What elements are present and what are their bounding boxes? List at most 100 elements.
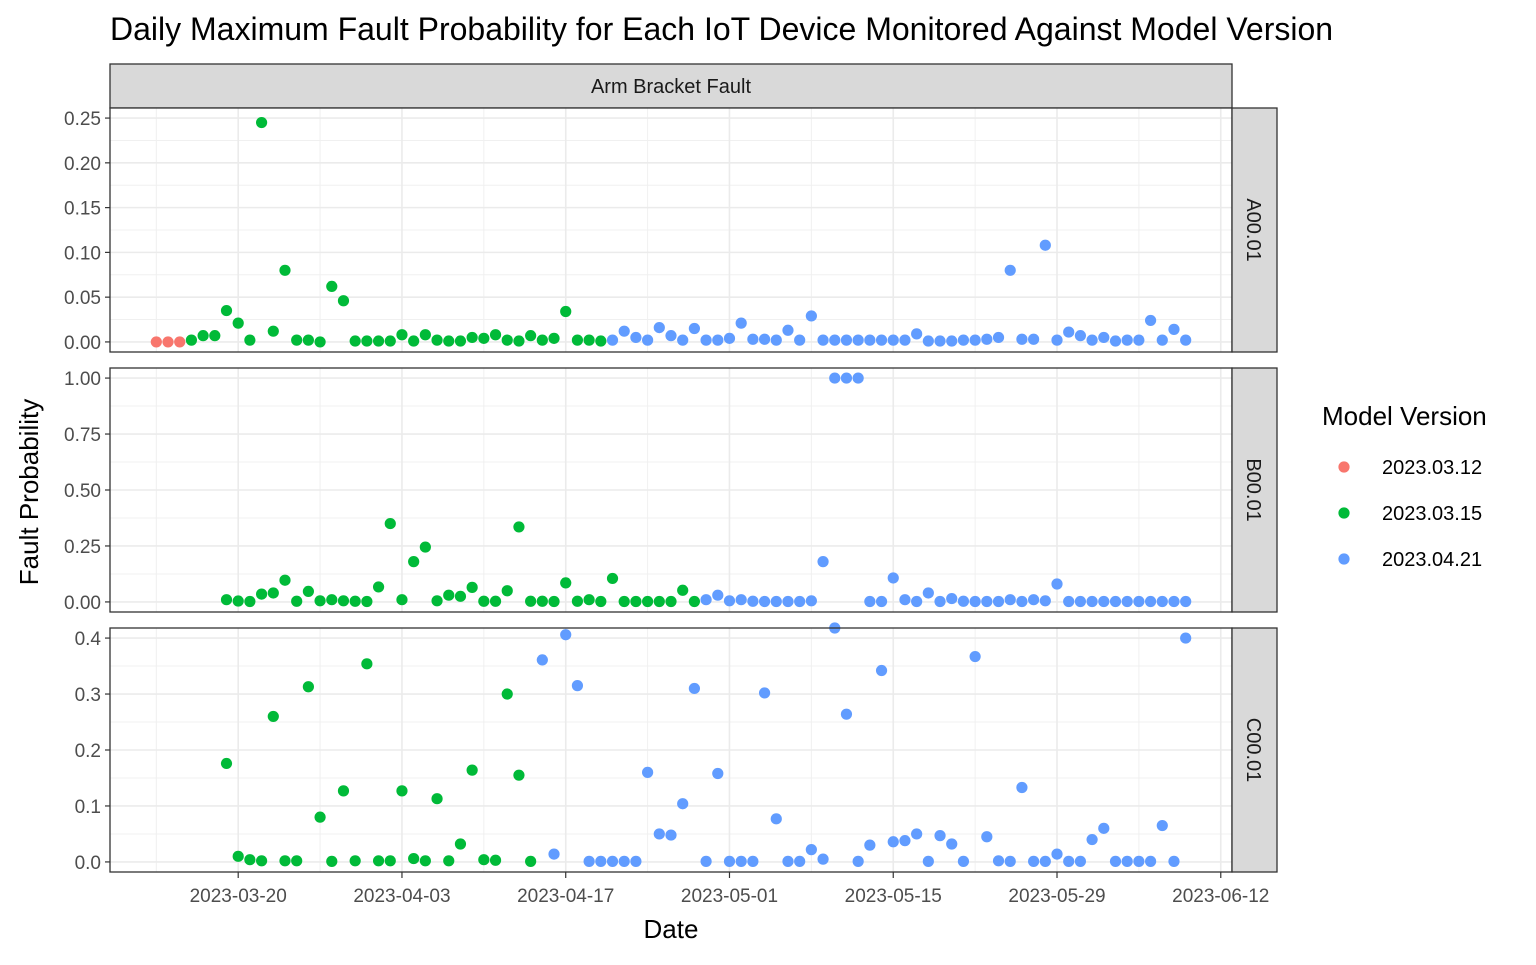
- data-point: [408, 852, 420, 865]
- data-point: [1086, 833, 1098, 846]
- data-point: [899, 835, 911, 847]
- data-point: [419, 855, 431, 867]
- data-point: [291, 595, 303, 607]
- data-point: [653, 322, 665, 334]
- data-point: [606, 572, 619, 585]
- data-point: [794, 595, 806, 608]
- data-point: [653, 595, 665, 608]
- column-strip: [109, 63, 1233, 109]
- data-point: [267, 587, 279, 599]
- data-point: [770, 334, 782, 346]
- row-strip-label: A00.01: [1242, 198, 1264, 261]
- data-point: [255, 116, 268, 129]
- data-point: [291, 855, 303, 867]
- data-point: [864, 595, 876, 608]
- data-point: [1180, 334, 1192, 346]
- data-point: [478, 332, 490, 344]
- data-point: [887, 572, 899, 584]
- data-point: [1028, 594, 1040, 606]
- data-point: [185, 334, 198, 346]
- data-point: [384, 517, 396, 530]
- data-point: [197, 330, 209, 342]
- data-point: [665, 595, 677, 608]
- data-point: [560, 305, 572, 318]
- legend: Model Version 2023.03.12 2023.03.15 2023.0…: [1322, 401, 1487, 571]
- data-point: [1133, 334, 1145, 346]
- y-tick-label: 0.25: [64, 109, 101, 130]
- x-tick-label: 2023-05-15: [845, 886, 942, 907]
- data-point: [431, 793, 443, 805]
- data-point: [1074, 855, 1087, 867]
- data-point: [700, 594, 712, 606]
- data-point: [829, 334, 841, 346]
- data-point: [396, 329, 408, 341]
- data-point: [840, 708, 853, 720]
- x-tick-label: 2023-03-20: [190, 886, 287, 907]
- data-point: [992, 331, 1005, 344]
- data-point: [489, 854, 502, 866]
- data-point: [805, 595, 817, 607]
- data-point: [911, 328, 923, 340]
- data-point: [419, 541, 431, 553]
- y-tick-label: 0.0: [75, 853, 101, 874]
- data-point: [232, 850, 244, 862]
- data-point: [1144, 314, 1157, 327]
- data-point: [922, 335, 934, 347]
- data-point: [454, 838, 467, 850]
- y-tick-label: 0.50: [64, 481, 101, 502]
- data-point: [782, 595, 794, 608]
- data-point: [548, 848, 560, 860]
- data-point: [1098, 595, 1110, 608]
- data-point: [875, 334, 888, 346]
- y-tick-label: 0.3: [75, 685, 101, 706]
- data-point: [548, 595, 560, 608]
- data-point: [758, 687, 771, 699]
- x-tick-label: 2023-04-03: [353, 886, 450, 907]
- data-point: [782, 855, 794, 867]
- data-point: [372, 581, 385, 593]
- data-point: [501, 688, 513, 700]
- data-point: [396, 785, 408, 797]
- data-point: [267, 325, 279, 337]
- data-point: [887, 334, 899, 346]
- data-point: [466, 764, 478, 776]
- data-point: [934, 595, 946, 608]
- row-strip: [1231, 107, 1278, 353]
- panel-C00.01: 0.0 0.1 0.2 0.3 0.4 C00.01: [75, 622, 1278, 874]
- data-point: [852, 372, 864, 384]
- data-point: [1086, 595, 1098, 608]
- data-point: [911, 828, 923, 840]
- data-point: [337, 295, 350, 307]
- legend-key: [1338, 553, 1350, 565]
- data-point: [408, 335, 420, 347]
- row-strip: [1231, 367, 1278, 613]
- data-point: [1016, 333, 1028, 345]
- data-point: [957, 334, 970, 346]
- data-point: [618, 855, 630, 867]
- data-point: [630, 855, 642, 867]
- data-point: [1109, 335, 1122, 347]
- data-point: [957, 855, 970, 867]
- data-point: [1004, 855, 1016, 867]
- data-point: [758, 333, 771, 345]
- data-point: [618, 595, 630, 608]
- series-2023.04.21: [700, 372, 1192, 608]
- data-point: [723, 332, 736, 344]
- data-point: [770, 595, 782, 608]
- data-point: [700, 855, 712, 867]
- column-strip-label: Arm Bracket Fault: [591, 76, 751, 98]
- data-point: [1144, 595, 1157, 608]
- data-point: [606, 855, 619, 867]
- data-point: [794, 334, 806, 346]
- data-point: [255, 588, 268, 600]
- data-point: [1144, 855, 1157, 867]
- data-point: [642, 334, 654, 346]
- data-point: [817, 556, 829, 568]
- data-point: [361, 658, 373, 670]
- data-point: [513, 335, 525, 347]
- y-tick-label: 0.20: [64, 154, 101, 175]
- data-point: [969, 650, 981, 663]
- data-point: [1109, 855, 1122, 867]
- data-point: [466, 331, 478, 344]
